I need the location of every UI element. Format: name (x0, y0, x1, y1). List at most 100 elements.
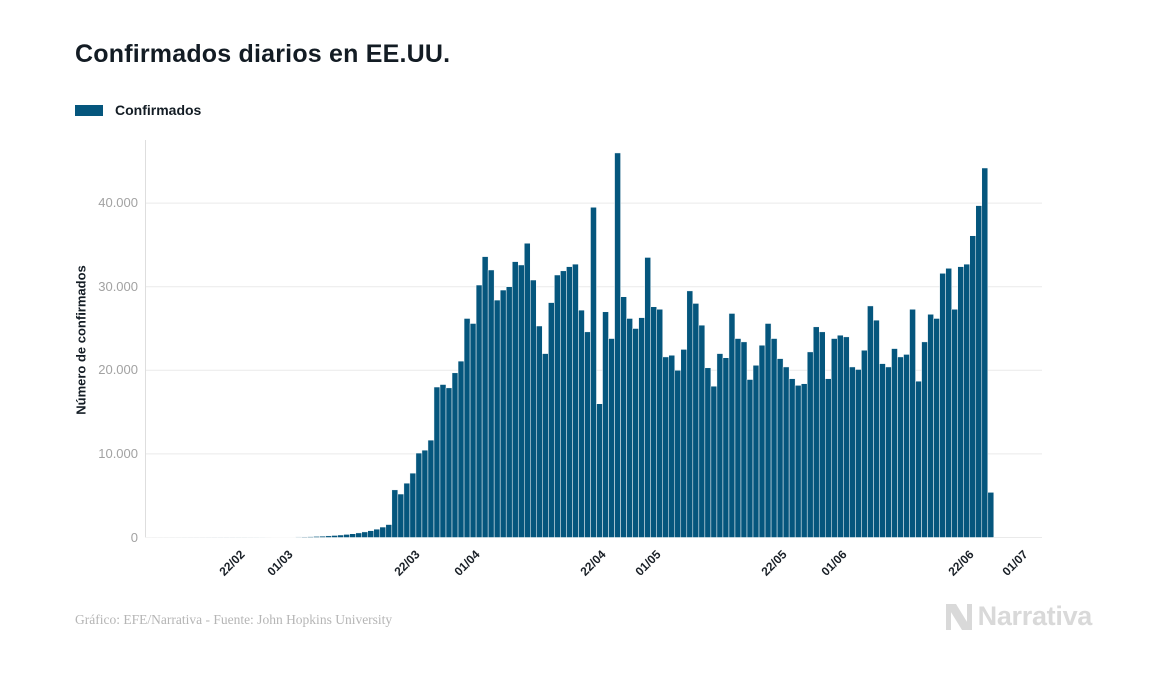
bar (554, 274, 561, 538)
bar (325, 535, 332, 538)
bar (704, 367, 712, 538)
bar (331, 535, 338, 538)
bar (746, 379, 754, 538)
bar (397, 493, 405, 538)
bar (668, 355, 676, 538)
bar (662, 356, 669, 538)
bar (975, 205, 983, 538)
bar (855, 369, 862, 538)
bar (698, 324, 706, 538)
bar (361, 531, 368, 538)
bar (788, 378, 796, 538)
bar (776, 358, 784, 538)
bar (457, 360, 465, 538)
y-tick-label: 20.000 (98, 362, 138, 378)
bar (867, 305, 874, 538)
bar (596, 403, 603, 538)
bar (837, 334, 844, 538)
bar (301, 536, 308, 538)
bar (542, 353, 549, 538)
bar (548, 302, 555, 538)
bar (355, 532, 362, 538)
bar (861, 349, 868, 538)
bar (782, 366, 790, 538)
bar (307, 536, 314, 538)
bar (439, 384, 447, 538)
bar (770, 338, 778, 538)
bar (650, 306, 657, 538)
narrativa-logo: Narrativa (945, 601, 1093, 632)
bar (716, 353, 724, 538)
bar (831, 338, 838, 538)
bar (752, 365, 760, 538)
legend-item-confirmados[interactable]: Confirmados (75, 102, 201, 118)
bar (475, 284, 483, 538)
bar (373, 528, 381, 538)
bar (686, 290, 694, 538)
bar (499, 289, 507, 538)
bar (313, 536, 320, 538)
legend-swatch (75, 104, 103, 116)
narrativa-logo-text: Narrativa (977, 601, 1093, 631)
bar (536, 325, 543, 538)
bar (379, 526, 387, 538)
bar (674, 370, 682, 538)
bar (843, 336, 850, 538)
y-tick-label: 10.000 (98, 445, 138, 461)
bar (825, 378, 832, 538)
bar (794, 385, 802, 538)
bar (295, 536, 302, 538)
bar (969, 235, 977, 538)
bar (343, 534, 350, 538)
bar (524, 242, 531, 538)
y-tick-label: 0 (130, 529, 138, 545)
narrativa-logo-mark (945, 603, 972, 630)
bar (319, 535, 326, 538)
bar (806, 351, 814, 538)
bar (921, 341, 928, 538)
bar (590, 207, 597, 538)
bar (897, 356, 904, 538)
bar (981, 167, 989, 538)
bar (933, 318, 940, 538)
bar (481, 256, 489, 538)
bar (385, 524, 393, 538)
bar (656, 309, 663, 538)
bar (740, 341, 748, 538)
bar (337, 534, 344, 538)
bar (572, 263, 579, 538)
bar (638, 317, 645, 538)
bars-series-confirmados (144, 152, 995, 538)
bar (626, 318, 633, 538)
bar (451, 372, 459, 538)
bar (734, 338, 742, 538)
bar (427, 439, 435, 538)
bar (957, 266, 964, 538)
bar (614, 152, 621, 538)
bar (409, 472, 417, 538)
bar (349, 533, 356, 538)
bar (511, 261, 519, 538)
bar (891, 348, 898, 538)
y-tick-label: 40.000 (98, 195, 138, 211)
credit-text: Gráfico: EFE/Narrativa - Fuente: John Ho… (75, 612, 393, 627)
bar (445, 387, 453, 538)
bar (463, 318, 471, 538)
bar (608, 338, 615, 538)
bar (915, 380, 922, 538)
bar (927, 314, 934, 538)
bar (945, 268, 952, 538)
bar (680, 349, 688, 538)
bar (722, 357, 730, 538)
bar (560, 270, 567, 538)
bar (849, 366, 856, 538)
bar (632, 328, 639, 538)
bar (644, 257, 651, 538)
bar (415, 452, 423, 538)
bar (903, 354, 910, 538)
bar (517, 264, 525, 538)
bar (469, 323, 477, 538)
chart-title: Confirmados diarios en EE.UU. (75, 40, 451, 68)
bar (728, 313, 736, 538)
bar (367, 530, 375, 538)
